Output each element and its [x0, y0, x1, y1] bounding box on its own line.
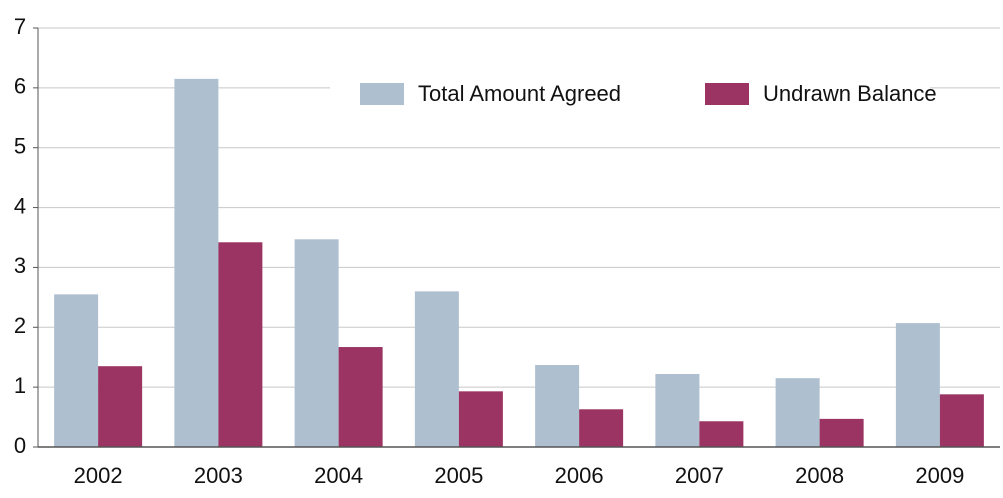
legend-label: Total Amount Agreed [418, 81, 621, 106]
bar [338, 347, 383, 447]
bar [54, 294, 99, 447]
bar [174, 78, 219, 447]
legend-label: Undrawn Balance [763, 81, 937, 106]
y-tick-label: 4 [14, 193, 26, 218]
x-tick-label: 2009 [915, 463, 964, 488]
bar [819, 418, 864, 447]
bar [414, 291, 459, 447]
x-tick-label: 2007 [675, 463, 724, 488]
x-tick-label: 2006 [555, 463, 604, 488]
bar [98, 366, 143, 447]
bar [294, 239, 339, 447]
x-tick-label: 2004 [314, 463, 363, 488]
bar [939, 394, 984, 447]
y-tick-label: 0 [14, 433, 26, 458]
bar [895, 323, 940, 447]
bar [458, 391, 503, 447]
y-tick-label: 5 [14, 134, 26, 159]
x-tick-label: 2008 [795, 463, 844, 488]
bar [579, 409, 624, 447]
y-tick-label: 7 [14, 14, 26, 39]
y-tick-label: 6 [14, 74, 26, 99]
bar [699, 421, 744, 447]
bar [218, 242, 263, 447]
bar [535, 364, 580, 447]
bar [775, 378, 820, 447]
y-tick-label: 2 [14, 313, 26, 338]
x-tick-label: 2003 [194, 463, 243, 488]
y-tick-label: 3 [14, 253, 26, 278]
legend-background [330, 72, 930, 116]
y-tick-label: 1 [14, 373, 26, 398]
x-tick-label: 2005 [434, 463, 483, 488]
legend-swatch [705, 83, 749, 105]
legend-swatch [360, 83, 404, 105]
x-tick-label: 2002 [74, 463, 123, 488]
bar [655, 373, 700, 447]
